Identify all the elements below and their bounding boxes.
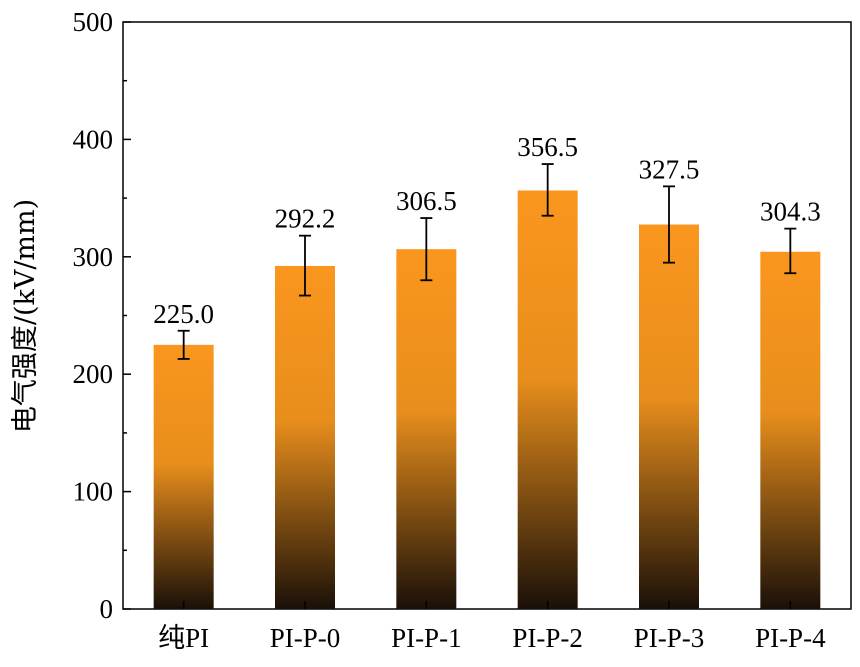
error-bar bbox=[299, 234, 311, 297]
x-tick-label: PI-P-3 bbox=[634, 623, 705, 653]
data-label: 304.3 bbox=[760, 197, 821, 227]
x-tick-label: PI-P-1 bbox=[391, 623, 462, 653]
x-tick-label: PI-P-2 bbox=[512, 623, 583, 653]
y-tick-label: 100 bbox=[73, 477, 114, 507]
y-axis-title: 电气强度/(kV/mm) bbox=[10, 199, 41, 433]
error-bar bbox=[784, 227, 797, 275]
bar bbox=[517, 190, 578, 609]
error-bar bbox=[541, 163, 554, 217]
bar bbox=[153, 344, 214, 609]
x-tick-label: 纯PI bbox=[158, 623, 209, 653]
y-tick-label: 200 bbox=[73, 359, 114, 389]
error-bar bbox=[663, 185, 675, 264]
bars-group: 225.0 292.2 306.5 356.5 327.5 304.3 bbox=[153, 132, 821, 609]
y-axis: 0 100 200 300 400 500 bbox=[73, 7, 131, 624]
bar bbox=[396, 249, 457, 609]
data-label: 306.5 bbox=[396, 186, 457, 216]
data-label: 225.0 bbox=[153, 299, 214, 329]
error-bar bbox=[177, 329, 190, 360]
x-tick-label: PI-P-4 bbox=[755, 623, 826, 653]
y-tick-label: 300 bbox=[73, 242, 114, 272]
y-tick-label: 500 bbox=[73, 7, 114, 37]
bar bbox=[760, 251, 821, 609]
data-label: 292.2 bbox=[275, 204, 336, 234]
y-tick-label: 400 bbox=[73, 124, 114, 154]
error-bar bbox=[420, 217, 433, 282]
plot-frame bbox=[122, 21, 852, 610]
data-label: 356.5 bbox=[517, 132, 578, 162]
bar bbox=[639, 224, 699, 609]
x-axis: 纯PI PI-P-0 PI-P-1 PI-P-2 PI-P-3 PI-P-4 bbox=[158, 601, 826, 653]
x-tick-label: PI-P-0 bbox=[270, 623, 341, 653]
bar bbox=[275, 265, 335, 609]
y-tick-label: 0 bbox=[100, 594, 114, 624]
data-label: 327.5 bbox=[639, 154, 700, 184]
